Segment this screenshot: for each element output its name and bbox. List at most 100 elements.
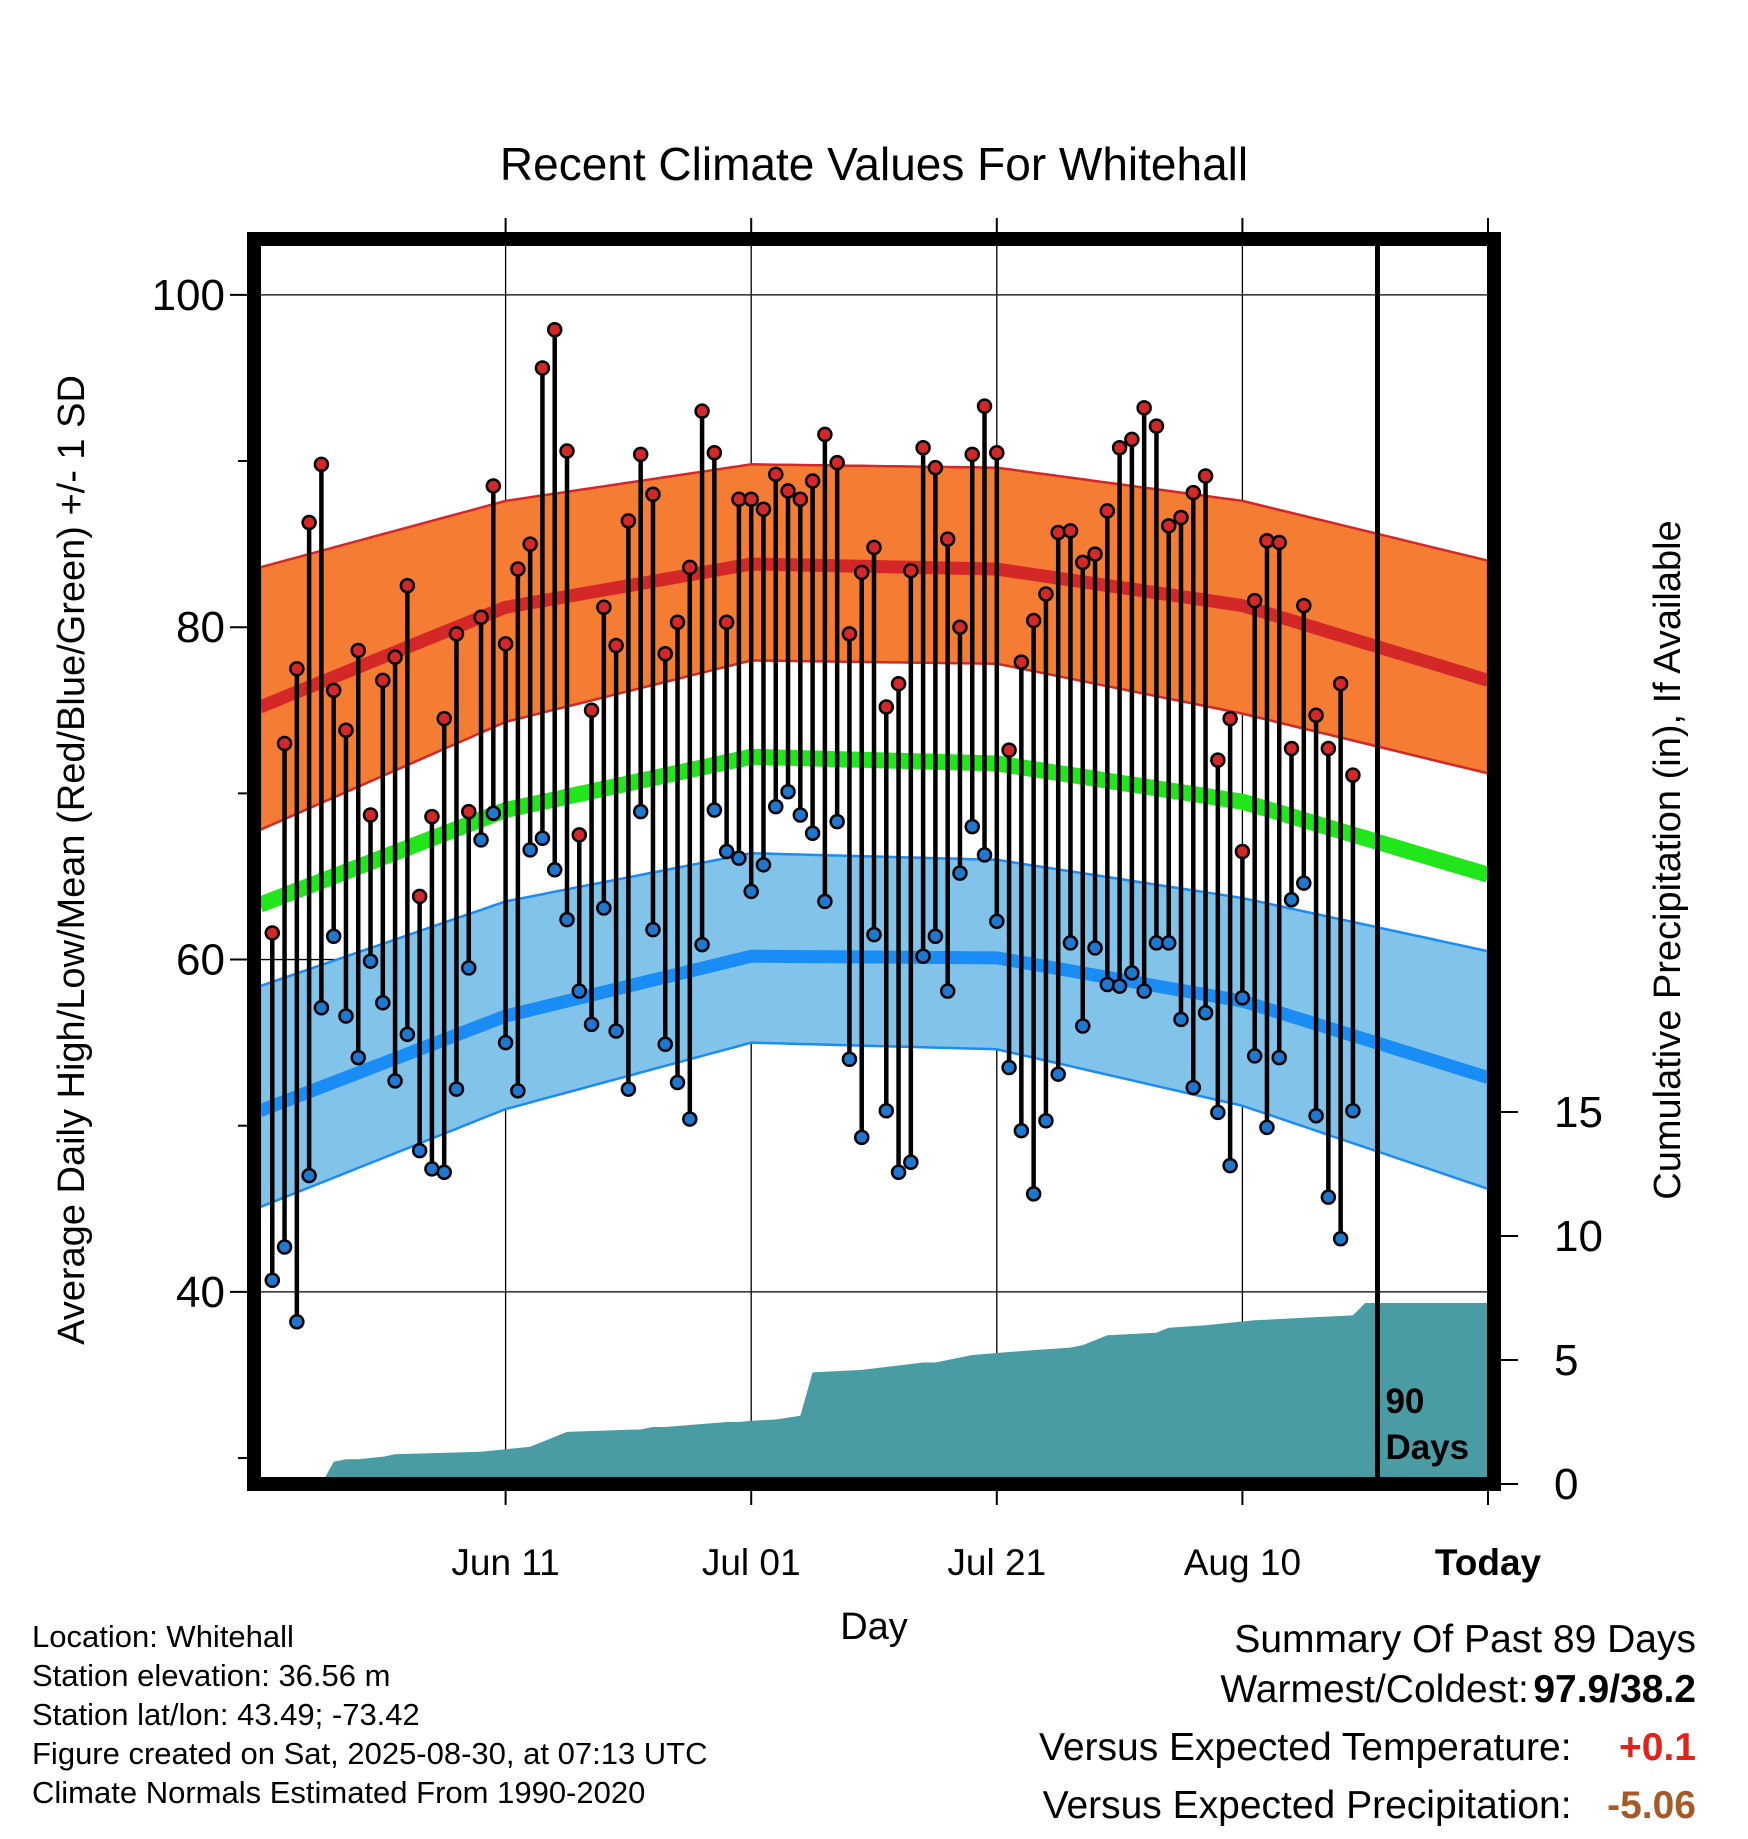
daily-low-point — [571, 983, 588, 999]
daily-low-point — [976, 847, 993, 863]
daily-high-point — [669, 614, 686, 630]
daily-high-point — [1283, 740, 1300, 757]
daily-low-point — [436, 1164, 452, 1180]
daily-high-point — [485, 478, 502, 494]
daily-high-point — [571, 827, 588, 843]
summary-panel: Summary Of Past 89 Days Warmest/Coldest:… — [1039, 1615, 1696, 1839]
daily-high-point — [546, 321, 563, 338]
elevation-line: Station elevation: 36.56 m — [32, 1658, 391, 1693]
precip-label: Versus Expected Precipitation: — [1042, 1784, 1572, 1827]
daily-high-point — [1148, 418, 1165, 434]
daily-high-point — [768, 466, 784, 483]
daily-low-point — [461, 960, 477, 976]
daily-low-point — [792, 807, 809, 823]
daily-low-point — [1160, 935, 1177, 951]
daily-low-point — [485, 805, 502, 822]
daily-low-point — [522, 842, 538, 858]
daily-low-point — [473, 832, 489, 848]
y2-tick-label: 0 — [1554, 1460, 1578, 1509]
daily-high-point — [620, 513, 637, 529]
y-tick-label: 80 — [176, 603, 225, 652]
daily-high-point — [1136, 400, 1152, 416]
daily-low-point — [1099, 976, 1116, 993]
daily-low-point — [755, 857, 772, 873]
daily-low-point — [1001, 1059, 1017, 1076]
low-normal-line — [260, 949, 1488, 1117]
daily-high-point — [1332, 675, 1349, 692]
daily-high-point — [1296, 597, 1312, 614]
daily-low-point — [1136, 983, 1152, 999]
warm-cold-value: 97.9/38.2 — [1533, 1668, 1696, 1711]
daily-high-point — [645, 486, 661, 503]
daily-low-point — [559, 911, 575, 928]
daily-low-point — [952, 865, 968, 881]
x-tick-label: Jul 21 — [947, 1542, 1046, 1583]
daily-low-point — [424, 1161, 440, 1177]
daily-high-point — [289, 660, 305, 677]
daily-low-point — [1087, 940, 1103, 956]
daily-low-point — [1345, 1103, 1361, 1119]
precip-row: Versus Expected Precipitation: -5.06 — [1039, 1781, 1696, 1839]
daily-high-point — [829, 454, 845, 471]
daily-low-point — [1271, 1049, 1287, 1066]
daily-high-point — [682, 559, 698, 576]
daily-low-point — [546, 862, 563, 878]
daily-low-point — [1124, 965, 1140, 981]
chart-title: Recent Climate Values For Whitehall — [500, 138, 1248, 190]
y-axis-label: Average Daily High/Low/Mean (Red/Blue/Gr… — [51, 375, 93, 1345]
daily-high-point — [853, 564, 870, 581]
daily-low-point — [596, 900, 612, 916]
daily-high-point — [473, 609, 489, 625]
daily-high-point — [1246, 592, 1263, 609]
daily-high-point — [264, 925, 281, 941]
daily-low-point — [657, 1036, 673, 1053]
daily-high-point — [461, 803, 477, 820]
daily-high-point — [399, 577, 416, 594]
daily-high-point — [448, 626, 465, 642]
daily-high-point — [878, 699, 895, 715]
daily-low-point — [841, 1051, 858, 1067]
daily-low-point — [1296, 875, 1312, 891]
daily-high-point — [903, 562, 919, 579]
daily-low-point — [1025, 1186, 1042, 1202]
daily-low-point — [301, 1167, 317, 1184]
daily-high-point — [915, 439, 931, 456]
daily-high-point — [1210, 752, 1226, 768]
daily-low-point — [448, 1081, 465, 1097]
daily-high-point — [1185, 484, 1202, 501]
daily-low-point — [325, 928, 342, 945]
daily-high-point — [301, 514, 317, 531]
daily-low-point — [743, 883, 759, 900]
daily-high-point — [657, 646, 673, 662]
daily-high-point — [976, 398, 993, 414]
daily-high-point — [534, 360, 551, 376]
daily-high-point — [841, 626, 858, 642]
y-tick-label: 100 — [152, 271, 225, 320]
daily-high-point — [1099, 503, 1116, 519]
daily-high-point — [608, 637, 624, 654]
daily-high-point — [325, 682, 342, 699]
x-tick-label: Jul 01 — [702, 1542, 801, 1583]
temp-row: Versus Expected Temperature: +0.1 — [1039, 1723, 1696, 1781]
daily-high-point — [804, 473, 821, 489]
daily-low-point — [964, 818, 980, 835]
daily-low-point — [682, 1111, 698, 1127]
y2-axis-label: Cumulative Precipitation (in), If Availa… — [1647, 520, 1689, 1199]
daily-low-point — [669, 1074, 686, 1091]
daily-low-point — [1185, 1079, 1202, 1096]
daily-high-point — [780, 483, 796, 499]
daily-low-point — [387, 1073, 403, 1089]
daily-high-point — [497, 636, 514, 652]
summary-heading: Summary Of Past 89 Days — [1234, 1618, 1696, 1661]
daily-high-point — [424, 808, 440, 825]
daily-high-point — [436, 710, 452, 727]
daily-high-point — [890, 675, 907, 692]
daily-high-point — [964, 446, 980, 463]
y2-tick-label: 5 — [1554, 1336, 1578, 1385]
y-tick-label: 40 — [176, 1268, 225, 1317]
daily-high-point — [559, 443, 575, 459]
daily-high-point — [989, 444, 1005, 461]
daily-low-point — [510, 1083, 526, 1099]
daily-low-point — [362, 953, 379, 969]
precip-area — [324, 1303, 1488, 1478]
